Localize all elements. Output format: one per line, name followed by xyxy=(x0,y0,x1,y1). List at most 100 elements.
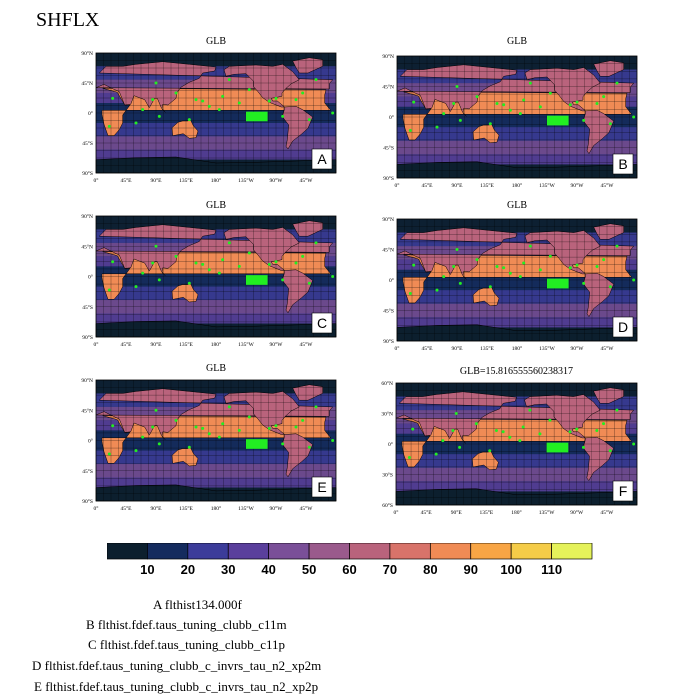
station-marker xyxy=(187,281,191,285)
station-marker xyxy=(488,449,492,453)
station-marker xyxy=(157,114,161,118)
station-marker xyxy=(194,98,198,102)
colorbar-swatch xyxy=(227,543,270,560)
lon-tick-label: 135°E xyxy=(179,177,193,184)
lon-tick-label: 45°W xyxy=(601,345,615,352)
station-marker xyxy=(331,439,335,442)
station-marker xyxy=(207,268,211,272)
continent-shape xyxy=(582,272,615,318)
station-marker xyxy=(455,85,459,88)
station-marker xyxy=(435,125,439,129)
lon-tick-label: 90°E xyxy=(150,177,162,184)
station-marker xyxy=(237,428,241,432)
station-marker xyxy=(518,439,522,443)
lon-tick-label: 135°W xyxy=(238,505,254,512)
station-marker xyxy=(187,118,191,122)
station-marker xyxy=(508,435,512,439)
station-marker xyxy=(475,258,479,262)
station-marker xyxy=(194,425,198,429)
station-marker xyxy=(227,241,231,245)
station-marker xyxy=(267,99,271,103)
station-marker xyxy=(452,264,456,268)
station-marker xyxy=(568,266,572,270)
station-cluster xyxy=(246,439,268,449)
lon-tick-label: 90°E xyxy=(451,509,463,516)
colorbar-swatch xyxy=(389,543,431,560)
colorbar-swatch xyxy=(551,543,593,560)
lon-tick-label: 180° xyxy=(211,177,221,184)
lon-tick-label: 180° xyxy=(512,182,522,189)
station-marker xyxy=(575,427,579,431)
station-marker xyxy=(331,111,335,115)
station-marker xyxy=(134,449,138,453)
station-marker xyxy=(408,292,412,296)
station-marker xyxy=(595,428,599,432)
lon-tick-label: 45°E xyxy=(120,505,132,512)
station-marker xyxy=(407,456,411,460)
station-cluster xyxy=(546,442,569,453)
station-marker xyxy=(548,254,552,258)
lon-tick-label: 45°E xyxy=(120,177,132,184)
lat-tick-label: 0° xyxy=(88,438,93,445)
station-marker xyxy=(455,248,459,251)
station-marker xyxy=(632,278,636,282)
lon-tick-label: 135°W xyxy=(238,177,254,184)
station-marker xyxy=(582,118,586,122)
station-marker xyxy=(331,275,335,278)
panel-f-title: GLB=15.816555560238317 xyxy=(459,366,574,377)
station-marker xyxy=(452,101,456,105)
lon-tick-label: 0° xyxy=(94,177,99,184)
station-marker xyxy=(528,244,532,248)
continent-shape xyxy=(396,64,635,117)
station-cluster xyxy=(246,111,268,122)
station-marker xyxy=(247,415,251,419)
station-marker xyxy=(495,264,499,268)
continent-shape xyxy=(593,223,624,240)
lon-tick-label: 0° xyxy=(94,505,99,512)
station-marker xyxy=(267,426,271,430)
panel-letter-box xyxy=(311,476,333,498)
lon-tick-label: 90°W xyxy=(270,505,284,512)
lon-tick-label: 135°E xyxy=(480,345,494,352)
station-marker xyxy=(575,263,579,267)
continent-shape xyxy=(223,227,300,271)
continent-shape xyxy=(292,220,323,237)
station-marker xyxy=(602,95,606,99)
station-marker xyxy=(502,266,506,270)
lat-tick-label: 45°N xyxy=(382,247,394,254)
lon-tick-label: 90°W xyxy=(571,345,585,352)
continent-shape xyxy=(223,64,300,108)
continent-shape xyxy=(524,67,601,112)
legend-line-b: B flthist.fdef.taus_tuning_clubb_c11m xyxy=(86,617,287,632)
station-marker xyxy=(134,285,138,289)
station-marker xyxy=(141,271,145,275)
station-marker xyxy=(281,442,285,446)
map-panel-f: 60°N30°N0°30°S60°S0° 45°E 90°E 135°E 180° 135… xyxy=(381,380,638,516)
station-marker xyxy=(501,430,505,434)
lat-tick-label: 45°S xyxy=(82,140,93,147)
lat-tick-label: 45°N xyxy=(81,407,93,414)
station-marker xyxy=(562,281,566,285)
map-panel-c: 90°N45°N0°45°S90°S0° 45°E 90°E 135°E 180° 135… xyxy=(81,213,337,348)
station-marker xyxy=(301,418,305,422)
station-marker xyxy=(458,281,462,285)
station-marker xyxy=(615,408,619,412)
lon-tick-label: 135°W xyxy=(539,345,555,352)
station-marker xyxy=(307,118,311,122)
station-marker xyxy=(294,98,298,102)
station-marker xyxy=(442,112,446,116)
station-marker xyxy=(261,278,265,282)
panel-letter-box xyxy=(311,148,333,170)
lon-tick-label: 0° xyxy=(94,341,99,348)
station-marker xyxy=(412,100,416,104)
continent-shape xyxy=(95,388,334,440)
station-marker xyxy=(568,103,572,107)
station-marker xyxy=(518,275,522,279)
colorbar-tick-label: 40 xyxy=(261,562,275,577)
station-marker xyxy=(528,408,532,412)
lat-tick-label: 0° xyxy=(389,114,394,121)
station-marker xyxy=(568,430,572,434)
station-marker xyxy=(281,114,285,118)
station-marker xyxy=(194,261,198,265)
continent-shape xyxy=(292,57,323,74)
